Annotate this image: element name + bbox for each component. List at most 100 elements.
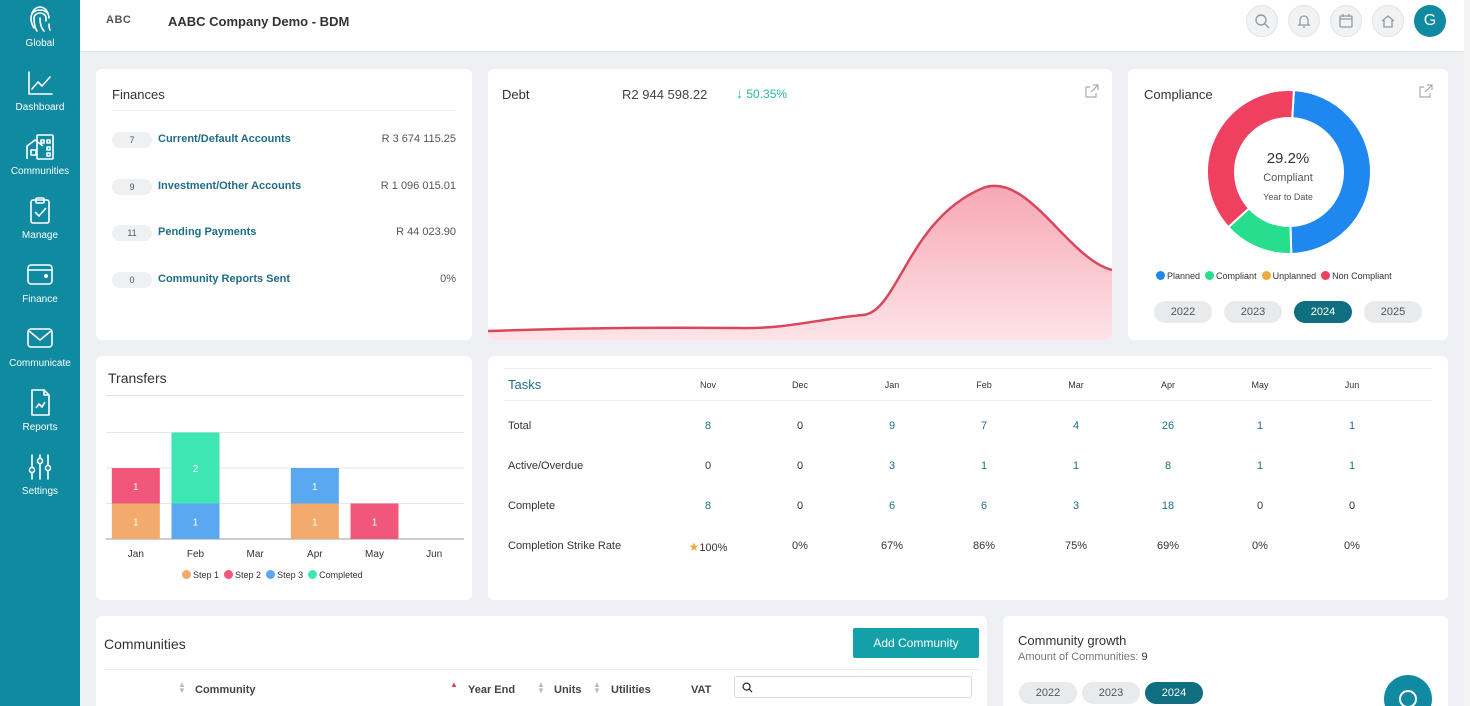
tasks-value-cell[interactable]: 7: [980, 420, 988, 432]
company-logo[interactable]: ABC: [106, 14, 132, 26]
tasks-value-cell[interactable]: 3: [1072, 500, 1080, 512]
tasks-value-cell: 0: [704, 460, 712, 472]
legend-item[interactable]: Compliant: [1205, 271, 1257, 281]
tasks-value-cell[interactable]: 8: [704, 420, 712, 432]
finance-row[interactable]: 0 Community Reports Sent 0%: [112, 271, 456, 289]
sidebar-label: Finance: [22, 294, 58, 305]
legend-item[interactable]: Step 2: [224, 570, 261, 580]
sidebar-item-global[interactable]: Global: [0, 4, 80, 49]
tasks-value-cell[interactable]: 8: [1164, 460, 1172, 472]
tasks-value-cell[interactable]: 6: [980, 500, 988, 512]
bar-segment[interactable]: [111, 468, 160, 504]
donut-slice-non-compliant[interactable]: [1206, 89, 1295, 229]
tasks-value-cell[interactable]: 1: [1348, 420, 1356, 432]
tasks-value-cell[interactable]: 1: [1348, 460, 1356, 472]
sort-icon[interactable]: ▲ ▼: [178, 680, 186, 695]
finance-row-value: R 44 023.90: [396, 226, 456, 238]
tasks-value-cell[interactable]: 1: [1256, 420, 1264, 432]
year-tab-2024[interactable]: 2024: [1145, 682, 1203, 704]
tasks-value-cell[interactable]: 3: [888, 460, 896, 472]
calendar-button[interactable]: [1330, 5, 1362, 37]
tasks-value-cell[interactable]: 1: [980, 460, 988, 472]
bar-segment[interactable]: [111, 503, 160, 540]
finance-row-label[interactable]: Community Reports Sent: [158, 273, 291, 285]
sidebar-item-manage[interactable]: Manage: [0, 196, 80, 241]
legend-item[interactable]: Step 3: [266, 570, 303, 580]
finance-row-label[interactable]: Pending Payments: [158, 226, 257, 238]
report-icon: [31, 389, 50, 416]
year-tab-2022[interactable]: 2022: [1154, 301, 1212, 323]
finance-row-label[interactable]: Investment/Other Accounts: [158, 180, 302, 192]
legend-item[interactable]: Planned: [1156, 271, 1200, 281]
bar-segment[interactable]: [290, 503, 339, 540]
year-tab-2023[interactable]: 2023: [1082, 682, 1140, 704]
column-header-utilities[interactable]: Utilities: [611, 684, 651, 696]
bar-segment[interactable]: [290, 468, 339, 504]
tasks-value-cell[interactable]: 8: [704, 500, 712, 512]
sort-asc-icon[interactable]: ▲: [450, 680, 458, 689]
external-link-icon[interactable]: [1085, 84, 1099, 98]
tasks-value-cell[interactable]: 18: [1161, 500, 1175, 512]
notifications-button[interactable]: [1288, 5, 1320, 37]
bar-segment[interactable]: [350, 503, 399, 540]
sidebar-label: Manage: [21, 230, 59, 241]
search-button[interactable]: [1246, 5, 1278, 37]
legend-item[interactable]: Step 1: [182, 570, 219, 580]
legend-dot: [224, 570, 234, 579]
home-button[interactable]: [1372, 5, 1404, 37]
column-header-year-end[interactable]: Year End: [468, 684, 516, 696]
finance-row[interactable]: 11 Pending Payments R 44 023.90: [112, 224, 456, 242]
strike-rate-cell: 0%: [1344, 540, 1360, 552]
debt-amount: R2 944 598.22: [622, 87, 708, 102]
tasks-value-cell[interactable]: 4: [1072, 420, 1080, 432]
sidebar-item-finance[interactable]: Finance: [0, 260, 80, 305]
bar-segment[interactable]: [171, 503, 220, 540]
tasks-value-cell[interactable]: 6: [888, 500, 896, 512]
year-tab-2023[interactable]: 2023: [1224, 301, 1282, 323]
envelope-icon: [27, 328, 53, 348]
sidebar-item-reports[interactable]: Reports: [0, 388, 80, 433]
add-community-button[interactable]: Add Community: [853, 628, 979, 658]
tasks-title: Tasks: [508, 377, 542, 392]
compliance-card: Compliance 29.2% Compliant Year to Date …: [1128, 69, 1448, 340]
count-badge: 9: [112, 179, 152, 195]
divider: [106, 395, 464, 396]
communities-search-input[interactable]: [734, 676, 972, 698]
chat-icon: [1399, 690, 1417, 706]
finance-row[interactable]: 9 Investment/Other Accounts R 1 096 015.…: [112, 178, 456, 196]
column-header-units[interactable]: Units: [554, 684, 582, 696]
avatar[interactable]: G: [1414, 5, 1446, 37]
legend-item[interactable]: Completed: [308, 570, 363, 580]
year-tab-2025[interactable]: 2025: [1364, 301, 1422, 323]
sidebar-item-dashboard[interactable]: Dashboard: [0, 68, 80, 113]
scrollbar[interactable]: [1464, 0, 1470, 706]
bar-segment[interactable]: [171, 432, 220, 504]
sort-icon[interactable]: ▲ ▼: [593, 680, 601, 695]
year-tab-2022[interactable]: 2022: [1019, 682, 1077, 704]
external-link-icon[interactable]: [1419, 84, 1433, 98]
tasks-value-cell[interactable]: 26: [1161, 420, 1175, 432]
column-header-community[interactable]: Community: [195, 684, 256, 696]
sort-icon[interactable]: ▲ ▼: [537, 680, 545, 695]
sidebar-item-communicate[interactable]: Communicate: [0, 324, 80, 369]
column-header-vat[interactable]: VAT: [691, 684, 712, 696]
sidebar-item-communities[interactable]: Communities: [0, 132, 80, 177]
chat-button[interactable]: [1384, 675, 1432, 706]
growth-count: 9: [1141, 651, 1148, 663]
legend-item[interactable]: Non Compliant: [1321, 271, 1392, 281]
buildings-icon: [26, 134, 54, 160]
tasks-value-cell[interactable]: 1: [1256, 460, 1264, 472]
strike-rate-cell: 0%: [792, 540, 808, 552]
year-tab-2024[interactable]: 2024: [1294, 301, 1352, 323]
tasks-value-cell[interactable]: 9: [888, 420, 896, 432]
donut-slice-planned[interactable]: [1289, 89, 1372, 255]
legend-dot: [308, 570, 318, 579]
finance-row[interactable]: 7 Current/Default Accounts R 3 674 115.2…: [112, 131, 456, 149]
legend-label: Non Compliant: [1332, 271, 1392, 281]
transfers-title: Transfers: [108, 370, 167, 386]
sidebar-item-settings[interactable]: Settings: [0, 452, 80, 497]
finance-row-label[interactable]: Current/Default Accounts: [158, 133, 291, 145]
growth-subtitle-label: Amount of Communities:: [1018, 651, 1139, 663]
legend-item[interactable]: Unplanned: [1261, 271, 1316, 281]
tasks-value-cell[interactable]: 1: [1072, 460, 1080, 472]
